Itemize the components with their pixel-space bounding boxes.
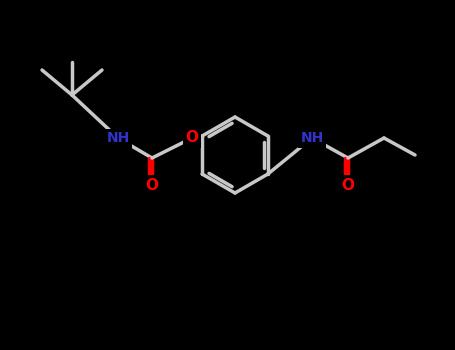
Text: O: O: [186, 131, 198, 146]
Text: O: O: [146, 177, 158, 192]
Text: NH: NH: [300, 131, 324, 145]
Text: NH: NH: [106, 131, 130, 145]
Text: O: O: [342, 177, 354, 192]
